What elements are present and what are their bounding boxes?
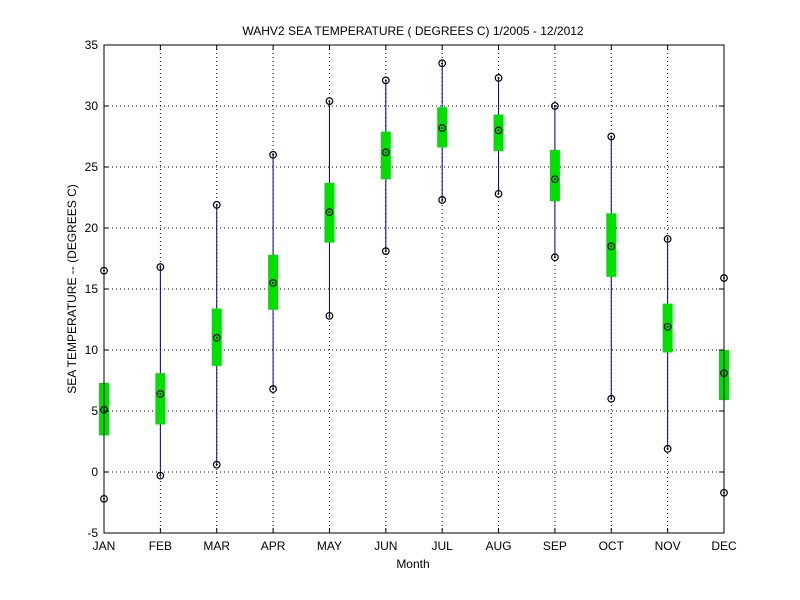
- median-marker: [607, 242, 616, 251]
- max-marker: [607, 132, 616, 141]
- max-marker: [212, 200, 221, 209]
- max-marker: [551, 102, 559, 110]
- box-apr: [268, 150, 279, 393]
- box-oct: [606, 132, 617, 403]
- max-marker: [381, 76, 390, 85]
- max-marker: [269, 150, 277, 159]
- iqr-box: [155, 373, 166, 425]
- y-tick-label: 5: [91, 404, 98, 418]
- box-may: [324, 97, 335, 320]
- box-jun: [380, 76, 391, 256]
- median-marker: [156, 390, 165, 398]
- chart-title: WAHV2 SEA TEMPERATURE ( DEGREES C) 1/200…: [242, 24, 584, 38]
- x-tick-label: APR: [261, 539, 286, 553]
- box-jul: [437, 59, 448, 204]
- y-axis-label: SEA TEMPERATURE -- (DEGREES C): [65, 184, 79, 394]
- x-tick-label: AUG: [486, 539, 512, 553]
- min-marker: [438, 196, 447, 204]
- min-marker: [381, 247, 390, 256]
- x-tick-label: JUN: [374, 539, 397, 553]
- median-marker: [663, 322, 672, 331]
- median-marker: [494, 126, 503, 135]
- min-marker: [212, 460, 221, 469]
- min-marker: [663, 444, 672, 453]
- median-marker: [381, 148, 390, 157]
- median-marker: [269, 279, 277, 287]
- median-marker: [551, 175, 559, 184]
- box-aug: [493, 74, 504, 198]
- box-feb: [155, 263, 166, 480]
- x-tick-label: DEC: [711, 539, 737, 553]
- y-tick-label: -5: [87, 526, 98, 540]
- x-axis-ticks: JAN FEB MAR APR MAY JUN JUL AUG SEP OCT NOV DEC: [93, 45, 737, 553]
- min-marker: [494, 189, 503, 198]
- y-tick-label: 15: [85, 282, 99, 296]
- min-marker: [325, 311, 334, 320]
- median-marker: [325, 208, 334, 217]
- box-nov: [662, 235, 673, 453]
- median-marker: [212, 333, 221, 342]
- y-tick-label: 20: [85, 221, 99, 235]
- x-tick-label: SEP: [543, 539, 567, 553]
- min-marker: [269, 385, 277, 393]
- x-tick-label: JUL: [432, 539, 454, 553]
- box-series: [99, 59, 729, 503]
- min-marker: [551, 253, 559, 262]
- y-tick-label: 25: [85, 160, 99, 174]
- x-tick-label: FEB: [149, 539, 172, 553]
- max-marker: [438, 59, 447, 68]
- max-marker: [325, 97, 334, 106]
- x-tick-label: MAY: [317, 539, 342, 553]
- x-tick-label: MAR: [203, 539, 230, 553]
- min-marker: [156, 471, 165, 480]
- max-marker: [156, 263, 165, 271]
- median-marker: [438, 124, 447, 132]
- y-axis-ticks: -5 0 5 10 15 20 25 30 35: [85, 38, 724, 540]
- y-tick-label: 35: [85, 38, 99, 52]
- y-tick-label: 10: [85, 343, 99, 357]
- box-mar: [211, 200, 222, 469]
- x-tick-label: NOV: [655, 539, 681, 553]
- box-sep: [549, 102, 560, 262]
- max-marker: [494, 74, 503, 82]
- x-axis-label: Month: [396, 557, 429, 571]
- max-marker: [663, 235, 672, 243]
- x-tick-label: JAN: [93, 539, 116, 553]
- grid-lines: [104, 45, 724, 533]
- iqr-box: [493, 114, 504, 152]
- y-tick-label: 30: [85, 99, 99, 113]
- min-marker: [607, 394, 616, 403]
- y-tick-label: 0: [91, 465, 98, 479]
- iqr-box: [662, 303, 673, 353]
- x-tick-label: OCT: [599, 539, 625, 553]
- iqr-box: [606, 213, 617, 277]
